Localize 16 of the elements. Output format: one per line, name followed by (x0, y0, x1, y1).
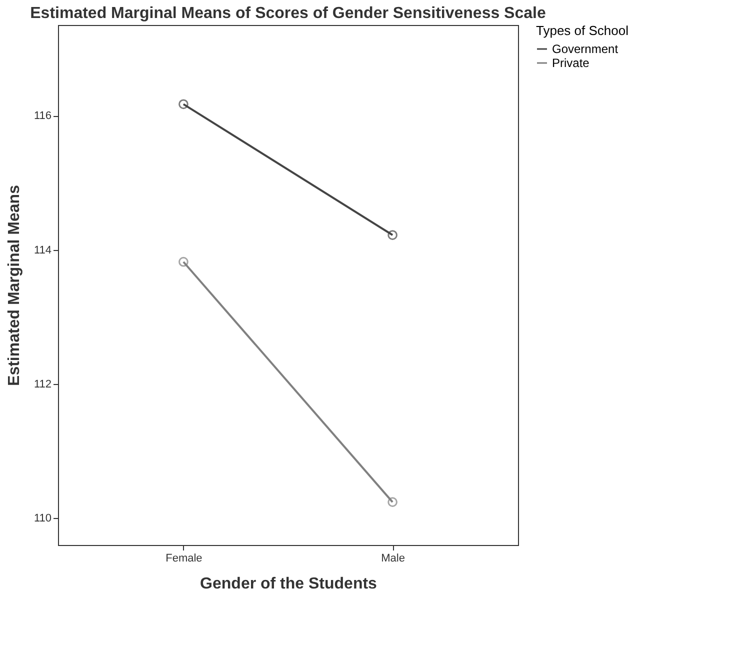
point (388, 497, 398, 507)
legend-label: Private (552, 56, 590, 70)
chart-title: Estimated Marginal Means of Scores of Gender Sensitiveness Scale (30, 5, 546, 22)
y-tick-label: 110 (34, 512, 52, 525)
x-axis-title: Gender of the Students (200, 576, 378, 592)
legend-label: Government (552, 42, 619, 56)
legend-title: Types of School (536, 23, 629, 38)
y-tick-label: 114 (34, 244, 52, 256)
x-tick-label: Male (381, 552, 405, 564)
point (178, 99, 188, 110)
point (178, 256, 188, 267)
y-tick-label: 112 (34, 378, 52, 390)
y-tick-label: 116 (34, 110, 52, 122)
point (388, 230, 398, 240)
x-tick-label: Female (166, 552, 202, 564)
y-axis-title: Estimated Marginal Means (6, 184, 23, 386)
